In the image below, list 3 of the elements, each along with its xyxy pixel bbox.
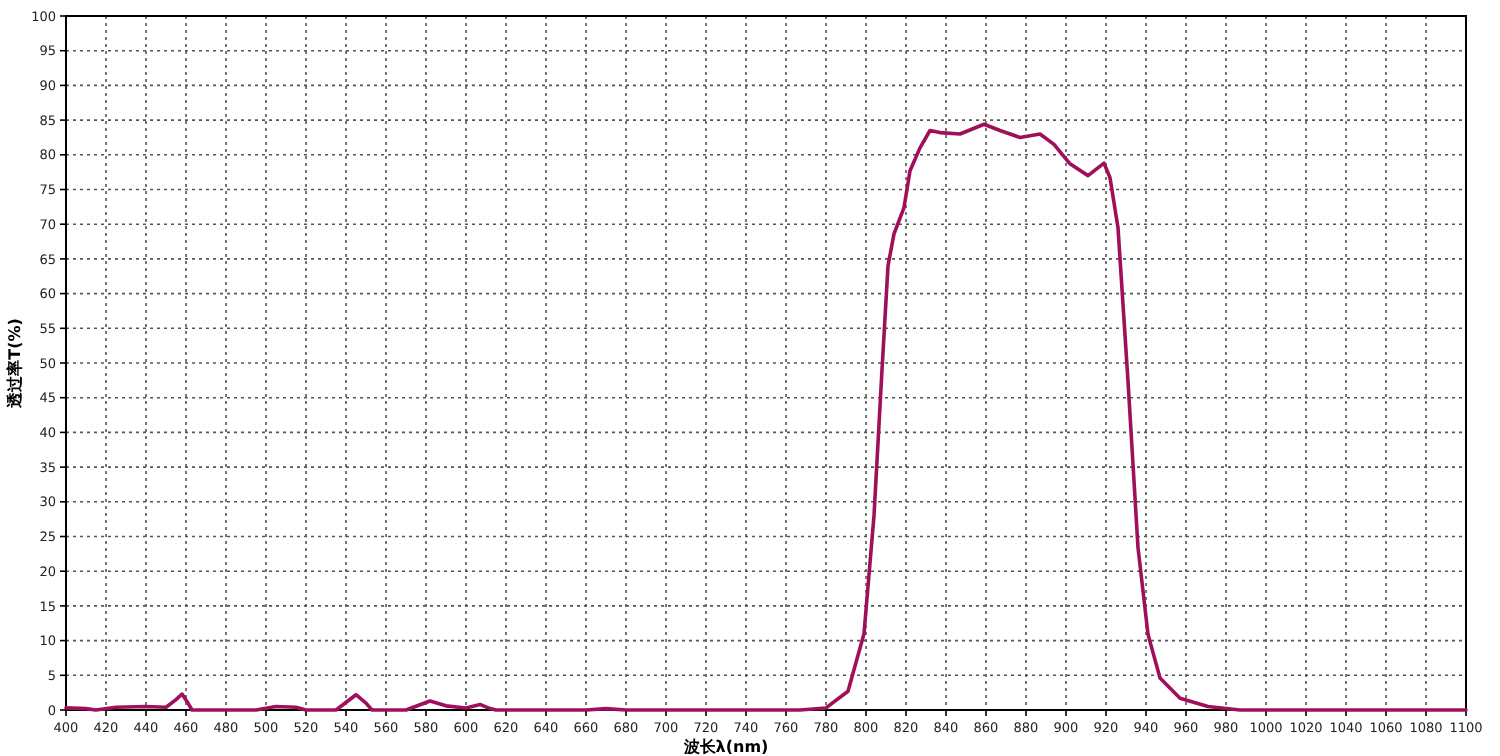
- x-axis-title: 波长λ(nm): [681, 738, 769, 756]
- y-axis-title: 透过率T(%): [4, 318, 25, 410]
- line-series: [64, 122, 1468, 712]
